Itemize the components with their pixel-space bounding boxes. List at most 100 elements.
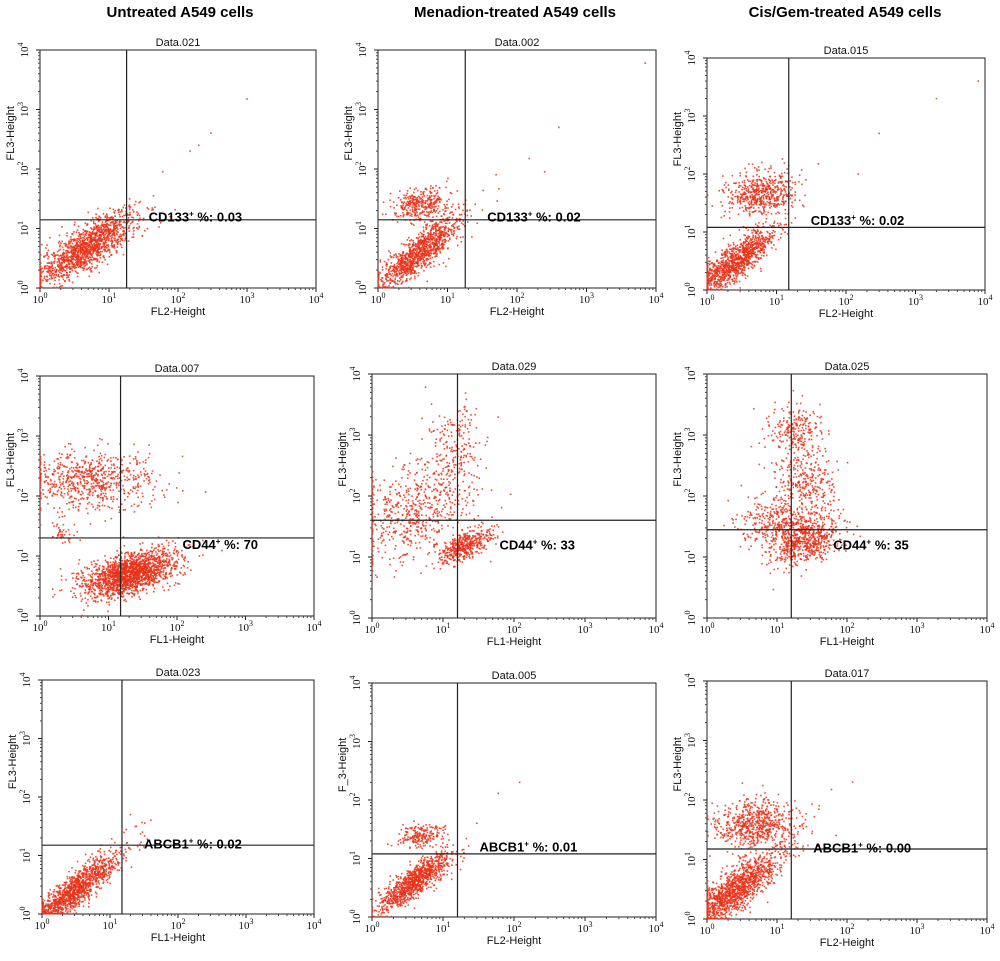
event-point xyxy=(756,247,759,250)
event-point xyxy=(412,266,414,269)
event-point xyxy=(762,190,765,192)
event-point xyxy=(423,238,426,241)
event-point xyxy=(93,239,95,241)
event-point xyxy=(429,257,432,260)
event-point xyxy=(436,243,438,245)
event-point xyxy=(758,175,760,178)
event-point xyxy=(426,264,429,267)
event-point xyxy=(62,278,65,281)
event-point xyxy=(383,260,386,263)
event-point xyxy=(718,283,721,285)
event-point xyxy=(58,271,61,274)
event-point xyxy=(721,175,724,177)
event-point xyxy=(114,237,117,240)
event-point xyxy=(78,238,81,240)
event-point xyxy=(422,248,425,250)
event-point xyxy=(75,271,78,274)
event-point xyxy=(401,282,403,284)
event-point xyxy=(393,274,396,276)
event-point xyxy=(44,254,47,257)
event-point xyxy=(94,232,96,234)
event-point xyxy=(740,255,742,258)
event-point xyxy=(415,253,418,256)
event-point xyxy=(448,216,451,219)
event-point xyxy=(421,239,424,242)
event-point xyxy=(749,244,752,247)
event-point xyxy=(706,271,709,274)
event-point xyxy=(39,283,42,285)
event-point xyxy=(148,566,151,568)
event-point xyxy=(406,269,408,272)
event-point xyxy=(741,251,744,253)
event-point xyxy=(752,175,755,178)
event-point xyxy=(163,589,165,592)
event-point xyxy=(107,223,109,226)
event-point xyxy=(68,262,71,264)
event-point xyxy=(411,201,414,204)
event-point xyxy=(766,183,769,185)
event-point xyxy=(432,247,435,249)
event-point xyxy=(743,261,745,264)
event-point xyxy=(398,266,400,269)
event-point xyxy=(745,257,748,259)
event-point xyxy=(428,203,430,206)
event-point xyxy=(770,167,772,169)
event-point xyxy=(377,285,380,288)
event-point xyxy=(85,232,88,235)
event-point xyxy=(408,203,410,205)
event-point xyxy=(86,224,88,226)
event-point xyxy=(436,225,439,228)
event-point xyxy=(420,202,423,205)
event-point xyxy=(729,271,732,274)
event-point xyxy=(136,566,139,568)
event-point xyxy=(70,251,73,254)
event-point xyxy=(740,197,742,199)
event-point xyxy=(83,267,86,270)
event-point xyxy=(67,251,69,253)
event-point xyxy=(69,260,72,262)
event-point xyxy=(734,281,736,283)
event-point xyxy=(184,557,186,560)
event-point xyxy=(428,224,431,227)
event-point xyxy=(734,191,737,194)
event-point xyxy=(98,243,101,245)
event-point xyxy=(736,269,739,272)
event-point xyxy=(772,195,774,197)
event-point xyxy=(768,198,771,200)
event-point xyxy=(46,254,49,257)
event-point xyxy=(66,234,68,237)
event-point xyxy=(742,243,745,245)
event-point xyxy=(733,259,736,262)
event-point xyxy=(748,240,751,242)
event-point xyxy=(66,271,68,274)
event-point xyxy=(431,220,434,222)
event-point xyxy=(91,217,94,219)
event-point xyxy=(395,212,397,215)
event-point xyxy=(436,207,439,210)
event-point xyxy=(402,202,405,205)
event-point xyxy=(74,239,76,242)
event-point xyxy=(731,250,733,252)
event-point xyxy=(111,239,114,242)
event-point xyxy=(410,213,413,216)
event-point xyxy=(432,243,435,246)
event-point xyxy=(726,258,729,261)
event-point xyxy=(422,201,425,204)
event-point xyxy=(760,182,763,184)
event-point xyxy=(777,211,779,214)
event-point xyxy=(754,196,756,198)
event-point xyxy=(725,271,727,274)
event-point xyxy=(728,202,730,205)
event-point xyxy=(760,235,763,237)
event-point xyxy=(388,284,390,287)
event-point xyxy=(423,221,426,223)
event-point xyxy=(104,216,107,219)
event-point xyxy=(462,220,464,222)
event-point xyxy=(456,227,459,229)
event-point xyxy=(708,277,711,280)
event-point xyxy=(416,243,419,245)
event-point xyxy=(738,246,741,248)
event-point xyxy=(748,215,751,217)
event-point xyxy=(721,254,724,256)
event-point xyxy=(740,259,743,261)
